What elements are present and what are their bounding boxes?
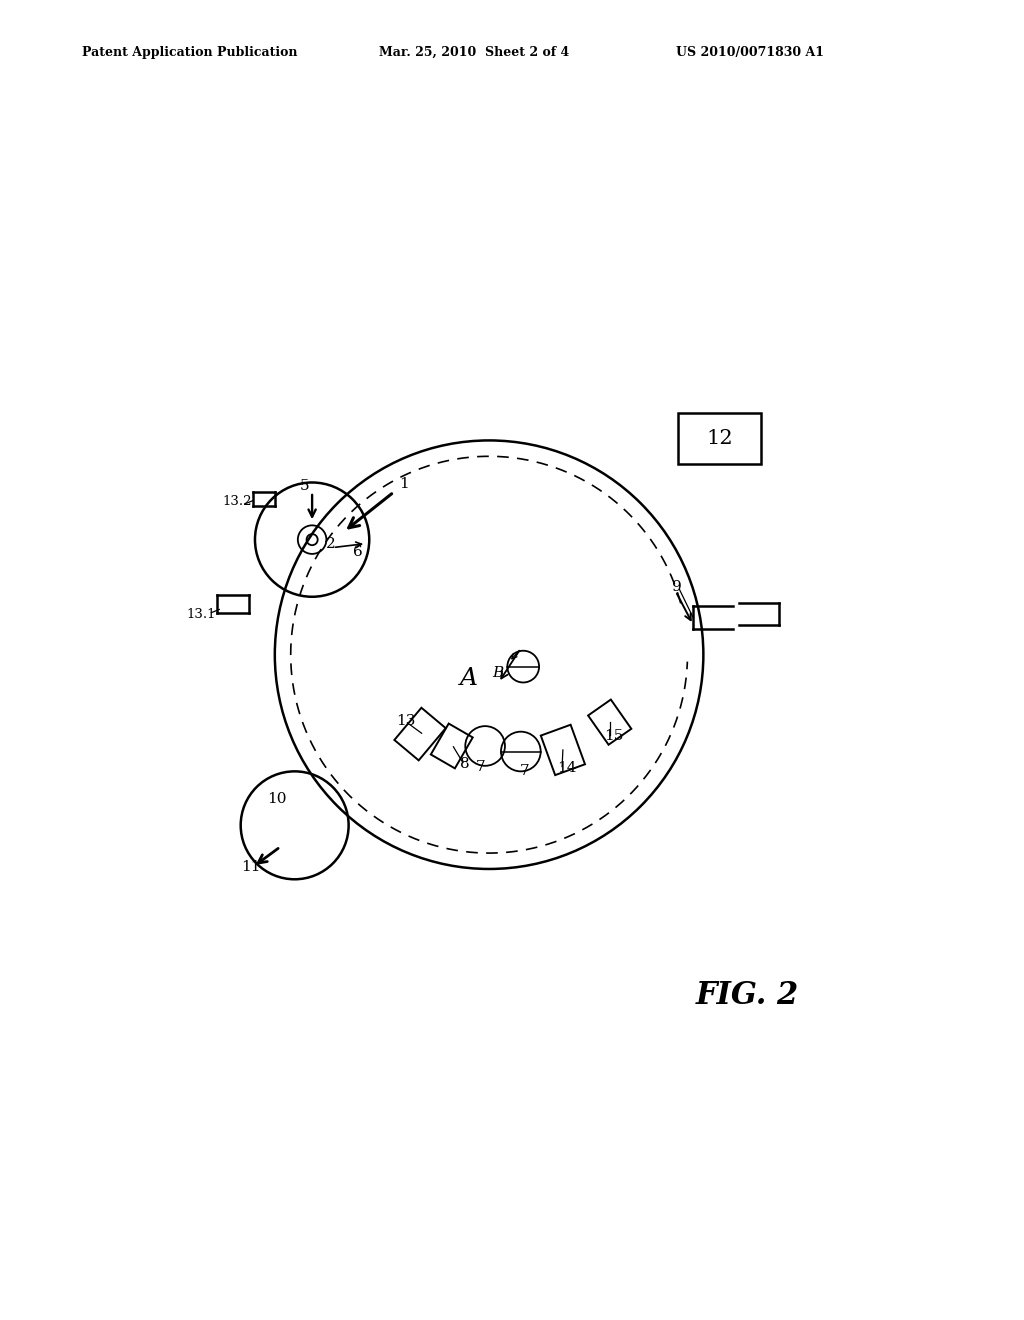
Text: 14: 14 xyxy=(557,762,577,775)
Text: Patent Application Publication: Patent Application Publication xyxy=(82,46,297,59)
Text: 8: 8 xyxy=(461,758,470,771)
Text: 10: 10 xyxy=(267,792,287,807)
Text: 1: 1 xyxy=(399,477,409,491)
Text: 12: 12 xyxy=(707,429,733,447)
FancyBboxPatch shape xyxy=(678,413,761,465)
Text: A: A xyxy=(460,667,478,690)
Text: 9: 9 xyxy=(673,581,682,594)
Text: Mar. 25, 2010  Sheet 2 of 4: Mar. 25, 2010 Sheet 2 of 4 xyxy=(379,46,569,59)
Text: B: B xyxy=(493,667,504,680)
Text: 11: 11 xyxy=(242,861,261,874)
Text: 5: 5 xyxy=(299,479,309,492)
Text: 2: 2 xyxy=(327,537,336,552)
Text: FIG. 2: FIG. 2 xyxy=(695,981,799,1011)
Text: 13.1: 13.1 xyxy=(186,607,216,620)
Text: 6: 6 xyxy=(353,545,364,560)
Text: 7: 7 xyxy=(475,759,485,774)
Text: 13: 13 xyxy=(396,714,416,727)
Text: 15: 15 xyxy=(604,730,624,743)
Text: 7: 7 xyxy=(520,764,529,779)
Text: 13.2: 13.2 xyxy=(222,495,252,508)
Text: US 2010/0071830 A1: US 2010/0071830 A1 xyxy=(676,46,824,59)
